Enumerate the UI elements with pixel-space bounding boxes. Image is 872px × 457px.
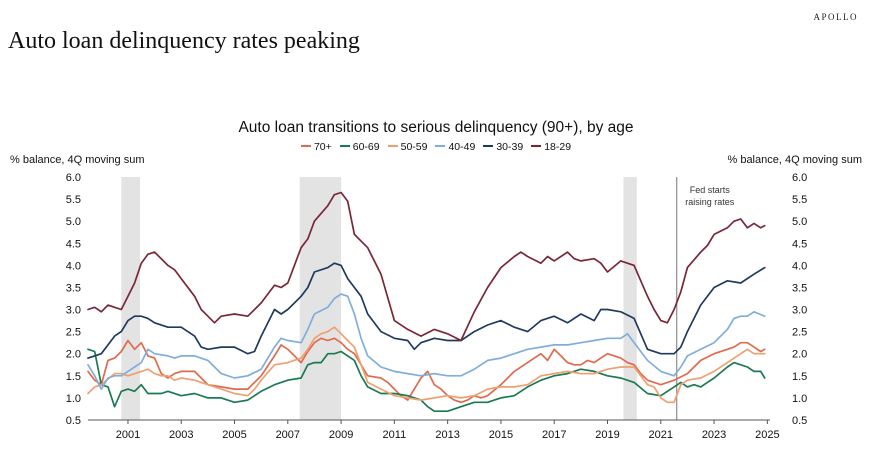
series-line-70+ xyxy=(87,337,766,404)
y-tick-left: 3.0 xyxy=(66,305,81,317)
legend-label: 70+ xyxy=(313,141,332,153)
legend-label: 40-49 xyxy=(448,141,476,153)
x-tick-label: 2007 xyxy=(276,429,300,441)
y-tick-left: 2.0 xyxy=(66,349,81,361)
legend-item-18-29: 18-29 xyxy=(531,141,571,153)
y-tick-right: 0.5 xyxy=(792,415,807,427)
y-tick-left: 1.5 xyxy=(66,371,81,383)
y-tick-left: 4.5 xyxy=(66,238,81,250)
chart-title: Auto loan transitions to serious delinqu… xyxy=(238,119,634,136)
fed-annotation-text-2: raising rates xyxy=(685,197,735,207)
brand-logo: APOLLO xyxy=(813,12,858,22)
x-tick-label: 2017 xyxy=(542,429,566,441)
x-tick-label: 2009 xyxy=(329,429,353,441)
legend-item-30-39: 30-39 xyxy=(483,141,523,153)
legend-swatch xyxy=(531,145,542,148)
series-line-60-69 xyxy=(87,348,766,413)
x-tick-label: 2003 xyxy=(169,429,193,441)
y-tick-right: 2.0 xyxy=(792,349,807,361)
legend-item-70+: 70+ xyxy=(300,141,332,153)
legend-swatch xyxy=(387,145,398,148)
legend-label: 30-39 xyxy=(496,141,524,153)
y-tick-right: 3.5 xyxy=(792,282,807,294)
y-tick-right: 5.0 xyxy=(792,216,807,228)
legend-swatch xyxy=(483,145,494,148)
chart-legend: 70+ 60-69 50-59 40-49 30-39 18-29 xyxy=(0,141,872,153)
y-tick-right: 4.5 xyxy=(792,238,807,250)
series-line-30-39 xyxy=(87,262,766,359)
series-line-18-29 xyxy=(87,191,766,342)
legend-item-50-59: 50-59 xyxy=(387,141,428,153)
y-axis-label-right: % balance, 4Q moving sum xyxy=(727,154,862,166)
x-tick-label: 2021 xyxy=(649,429,673,441)
x-tick-label: 2013 xyxy=(435,429,459,441)
y-tick-left: 5.5 xyxy=(66,194,81,206)
x-tick-label: 2011 xyxy=(383,429,407,441)
legend-label: 60-69 xyxy=(352,141,380,153)
series-line-50-59 xyxy=(87,326,766,404)
legend-swatch xyxy=(435,145,446,148)
x-tick-label: 2023 xyxy=(702,429,726,441)
recession-band-1 xyxy=(121,177,140,420)
y-tick-left: 4.0 xyxy=(66,260,81,272)
x-tick-label: 2019 xyxy=(595,429,619,441)
legend-label: 50-59 xyxy=(400,141,428,153)
x-tick-label: 2015 xyxy=(489,429,513,441)
recession-band-3 xyxy=(623,177,637,420)
series-line-40-49 xyxy=(87,293,766,390)
y-tick-right: 1.0 xyxy=(792,393,807,405)
y-tick-left: 3.5 xyxy=(66,282,81,294)
legend-item-40-49: 40-49 xyxy=(435,141,475,153)
page-headline: Auto loan delinquency rates peaking xyxy=(8,28,360,54)
y-tick-left: 1.0 xyxy=(66,393,81,405)
legend-label: 18-29 xyxy=(544,141,572,153)
y-tick-right: 6.0 xyxy=(792,172,807,184)
y-tick-right: 4.0 xyxy=(792,260,807,272)
y-tick-right: 1.5 xyxy=(792,371,807,383)
x-tick-label: 2005 xyxy=(222,429,246,441)
legend-swatch xyxy=(300,145,311,148)
y-tick-left: 6.0 xyxy=(66,172,81,184)
y-tick-left: 5.0 xyxy=(66,216,81,228)
y-tick-left: 2.5 xyxy=(66,327,81,339)
legend-swatch xyxy=(339,145,350,148)
legend-item-60-69: 60-69 xyxy=(339,141,380,153)
y-tick-left: 0.5 xyxy=(66,415,81,427)
y-tick-right: 3.0 xyxy=(792,305,807,317)
fed-annotation-text-1: Fed starts xyxy=(690,185,731,195)
y-tick-right: 5.5 xyxy=(792,194,807,206)
y-axis-label-left: % balance, 4Q moving sum xyxy=(10,154,145,166)
x-tick-label: 2025 xyxy=(755,429,779,441)
x-tick-label: 2001 xyxy=(116,429,140,441)
y-tick-right: 2.5 xyxy=(792,327,807,339)
